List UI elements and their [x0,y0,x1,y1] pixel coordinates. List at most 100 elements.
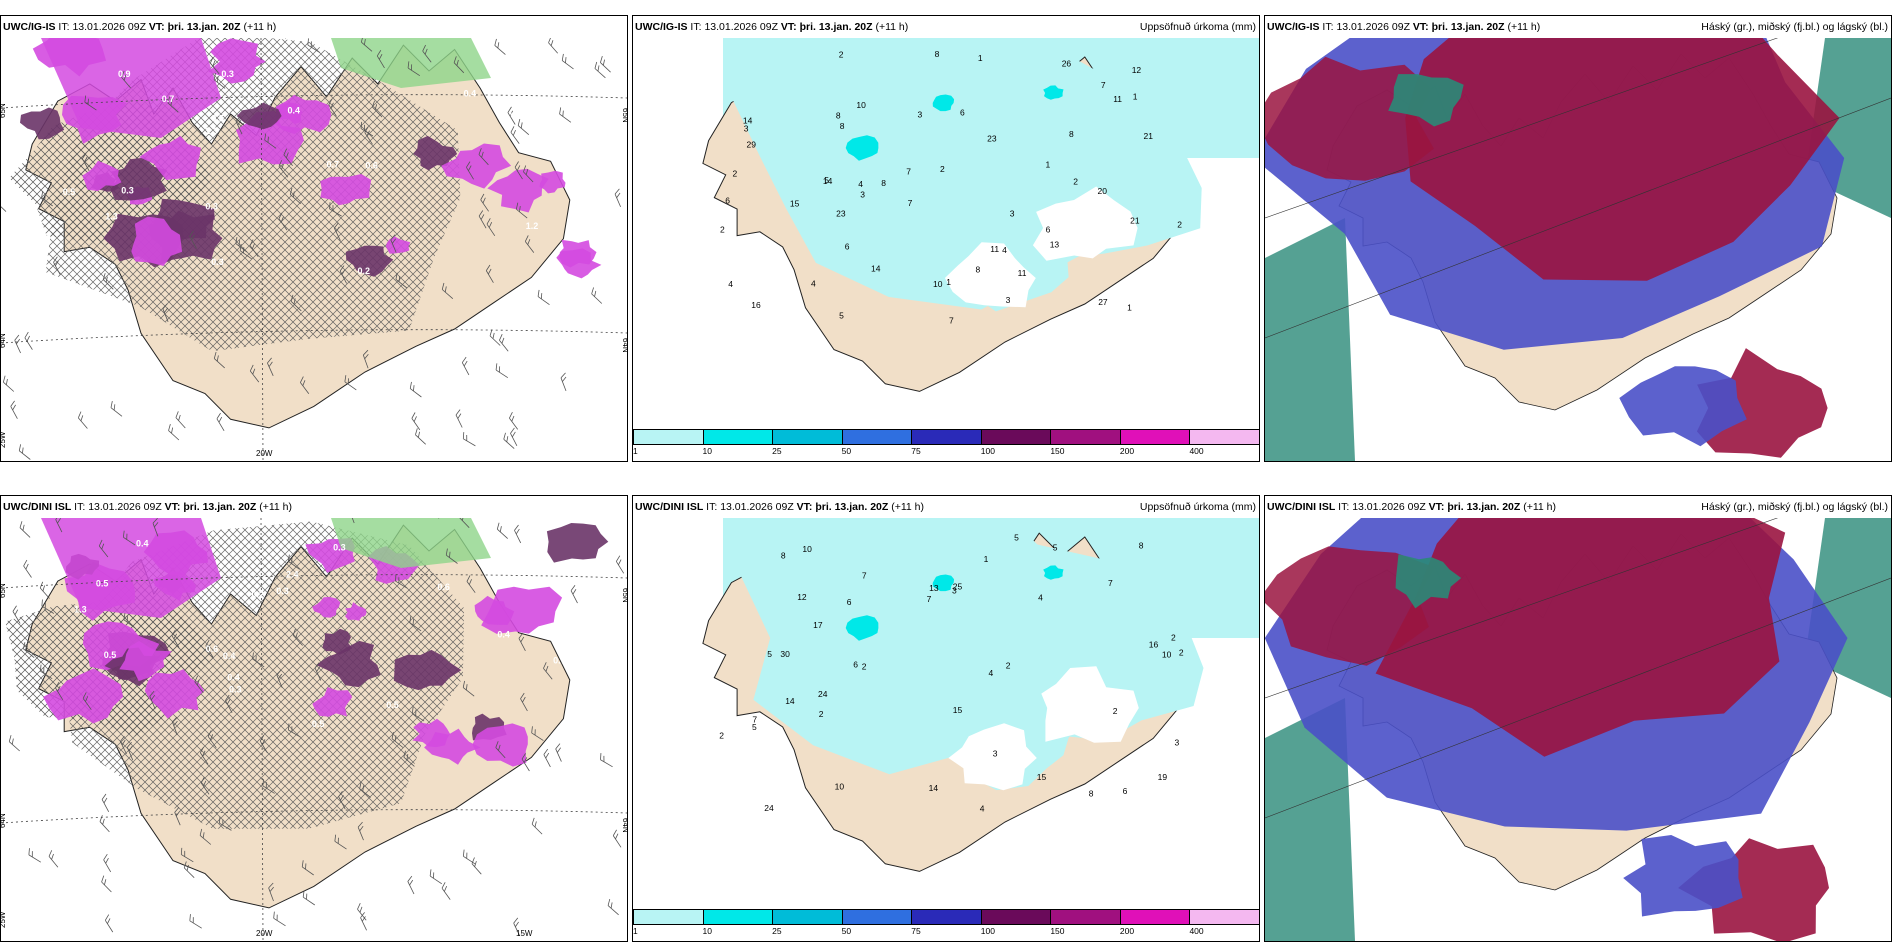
precip-value-label: 4 [728,279,733,289]
grid-line [1265,97,1891,339]
precip-value-label: 5 [752,722,757,732]
precip-value-label: 17 [813,620,823,630]
wind-barb [594,61,606,79]
cloud-map [1265,38,1891,461]
wind-barb [445,548,458,564]
wind-barb [612,829,622,848]
wind-barb [249,364,260,383]
wind-value-label: 0.4 [497,629,510,639]
precip-value-label: 8 [935,49,940,59]
axis-label: 20W [256,929,273,938]
high-cloud-area [1375,518,1786,757]
wind-value-label: 0.5 [312,719,325,729]
wind-barb [235,115,243,135]
model-name: UWC/IG-IS [3,21,56,33]
vt-value: þri. 13.jan. 20Z [1431,21,1505,33]
precip-heavy [1043,85,1064,100]
colorbar-tick-label: 10 [702,926,713,936]
lead-time: (+11 h) [891,501,925,513]
wind-barb [395,574,408,589]
wind-barb [471,857,482,875]
wind-streak [208,38,266,84]
precip-value-label: 8 [1089,789,1094,799]
longitude-line [260,38,264,461]
wind-barb [219,816,232,831]
precip-value-label: 16 [1149,640,1159,650]
axis-label: 15W [516,929,533,938]
precip-value-label: 16 [751,300,761,310]
precip-value-label: 1 [1046,160,1051,170]
it-label: IT: [1338,501,1350,513]
colorbar-tick-label: 75 [911,926,921,936]
wind-barb [531,726,544,741]
wind-streak [312,597,341,618]
wind-barb [543,748,551,768]
wind-barb [371,100,383,118]
wind-barb [104,914,114,933]
wind-barb [288,723,301,738]
vt-value: þri. 13.jan. 20Z [815,501,889,513]
wind-barb [123,613,136,629]
wind-barb [517,118,530,136]
precip-value-label: 20 [1098,186,1108,196]
wind-value-label: 0.3 [229,685,242,695]
wind-streak [312,687,353,717]
colorbar-tick-label: 1 [633,926,638,936]
wind-streak [131,216,183,266]
wind-value-label: 0.3 [333,542,346,552]
wind-barb [429,869,443,885]
wind-barb [329,202,342,217]
precip-value-label: 1 [978,53,983,63]
it-value: 13.01.2026 09Z [1352,501,1426,513]
axis-label: 65N [621,588,627,603]
wind-barb [521,753,530,772]
wind-barb [411,412,421,431]
wind-streak [546,523,609,563]
precip-value-label: 25 [953,581,963,591]
precip-value-label: 5 [1053,543,1058,553]
colorbar-swatch [911,429,982,445]
model-name: UWC/IG-IS [635,21,688,33]
wind-barb [174,806,181,826]
wind-barb [180,847,194,863]
wind-value-label: 0.5 [386,700,399,710]
precip-value-label: 4 [1002,245,1007,255]
precip-value-label: 4 [989,668,994,678]
precip-value-label: 30 [780,649,790,659]
wind-barb [496,522,508,539]
wind-barb [103,853,112,873]
precip-value-label: 2 [720,225,725,235]
wind-streak [393,649,462,691]
vt-label: VT: [164,501,181,513]
wind-value-label: 0.3 [276,586,289,596]
panel-header: UWC/DINI ISL IT: 13.01.2026 09Z VT: þri.… [1,496,627,518]
precip-value-label: 12 [1132,65,1142,75]
precip-map: 8832105647213152517242412163041019752152… [702,518,1259,872]
precip-value-label: 7 [949,315,954,325]
wind-barb [302,890,316,906]
axis-label: 20W [256,449,273,458]
wind-barb [152,518,159,537]
precip-value-label: 14 [785,696,795,706]
wind-value-label: 0.6 [437,582,450,592]
it-label: IT: [690,21,702,33]
panel-header: UWC/IG-IS IT: 13.01.2026 09Z VT: þri. 13… [633,16,1259,38]
precip-value-label: 5 [767,649,772,659]
precip-value-label: 5 [839,310,844,320]
wind-barb [10,400,18,419]
wind-barb [1,201,7,212]
precip-value-label: 11 [1018,268,1027,278]
colorbar-tick-label: 75 [911,446,921,456]
colorbar-swatch [633,909,704,925]
wind-barb [360,912,367,931]
wind-barb [41,599,55,614]
it-value: 13.01.2026 09Z [72,21,146,33]
precip-value-label: 4 [1038,592,1043,602]
colorbar-tick-label: 25 [772,446,782,456]
wind-barb [480,193,489,212]
precip-value-label: 15 [1037,772,1047,782]
wind-barb [334,834,347,850]
wind-streak [345,602,367,621]
colorbar-tick-label: 25 [772,926,782,936]
wind-barb [200,776,210,795]
